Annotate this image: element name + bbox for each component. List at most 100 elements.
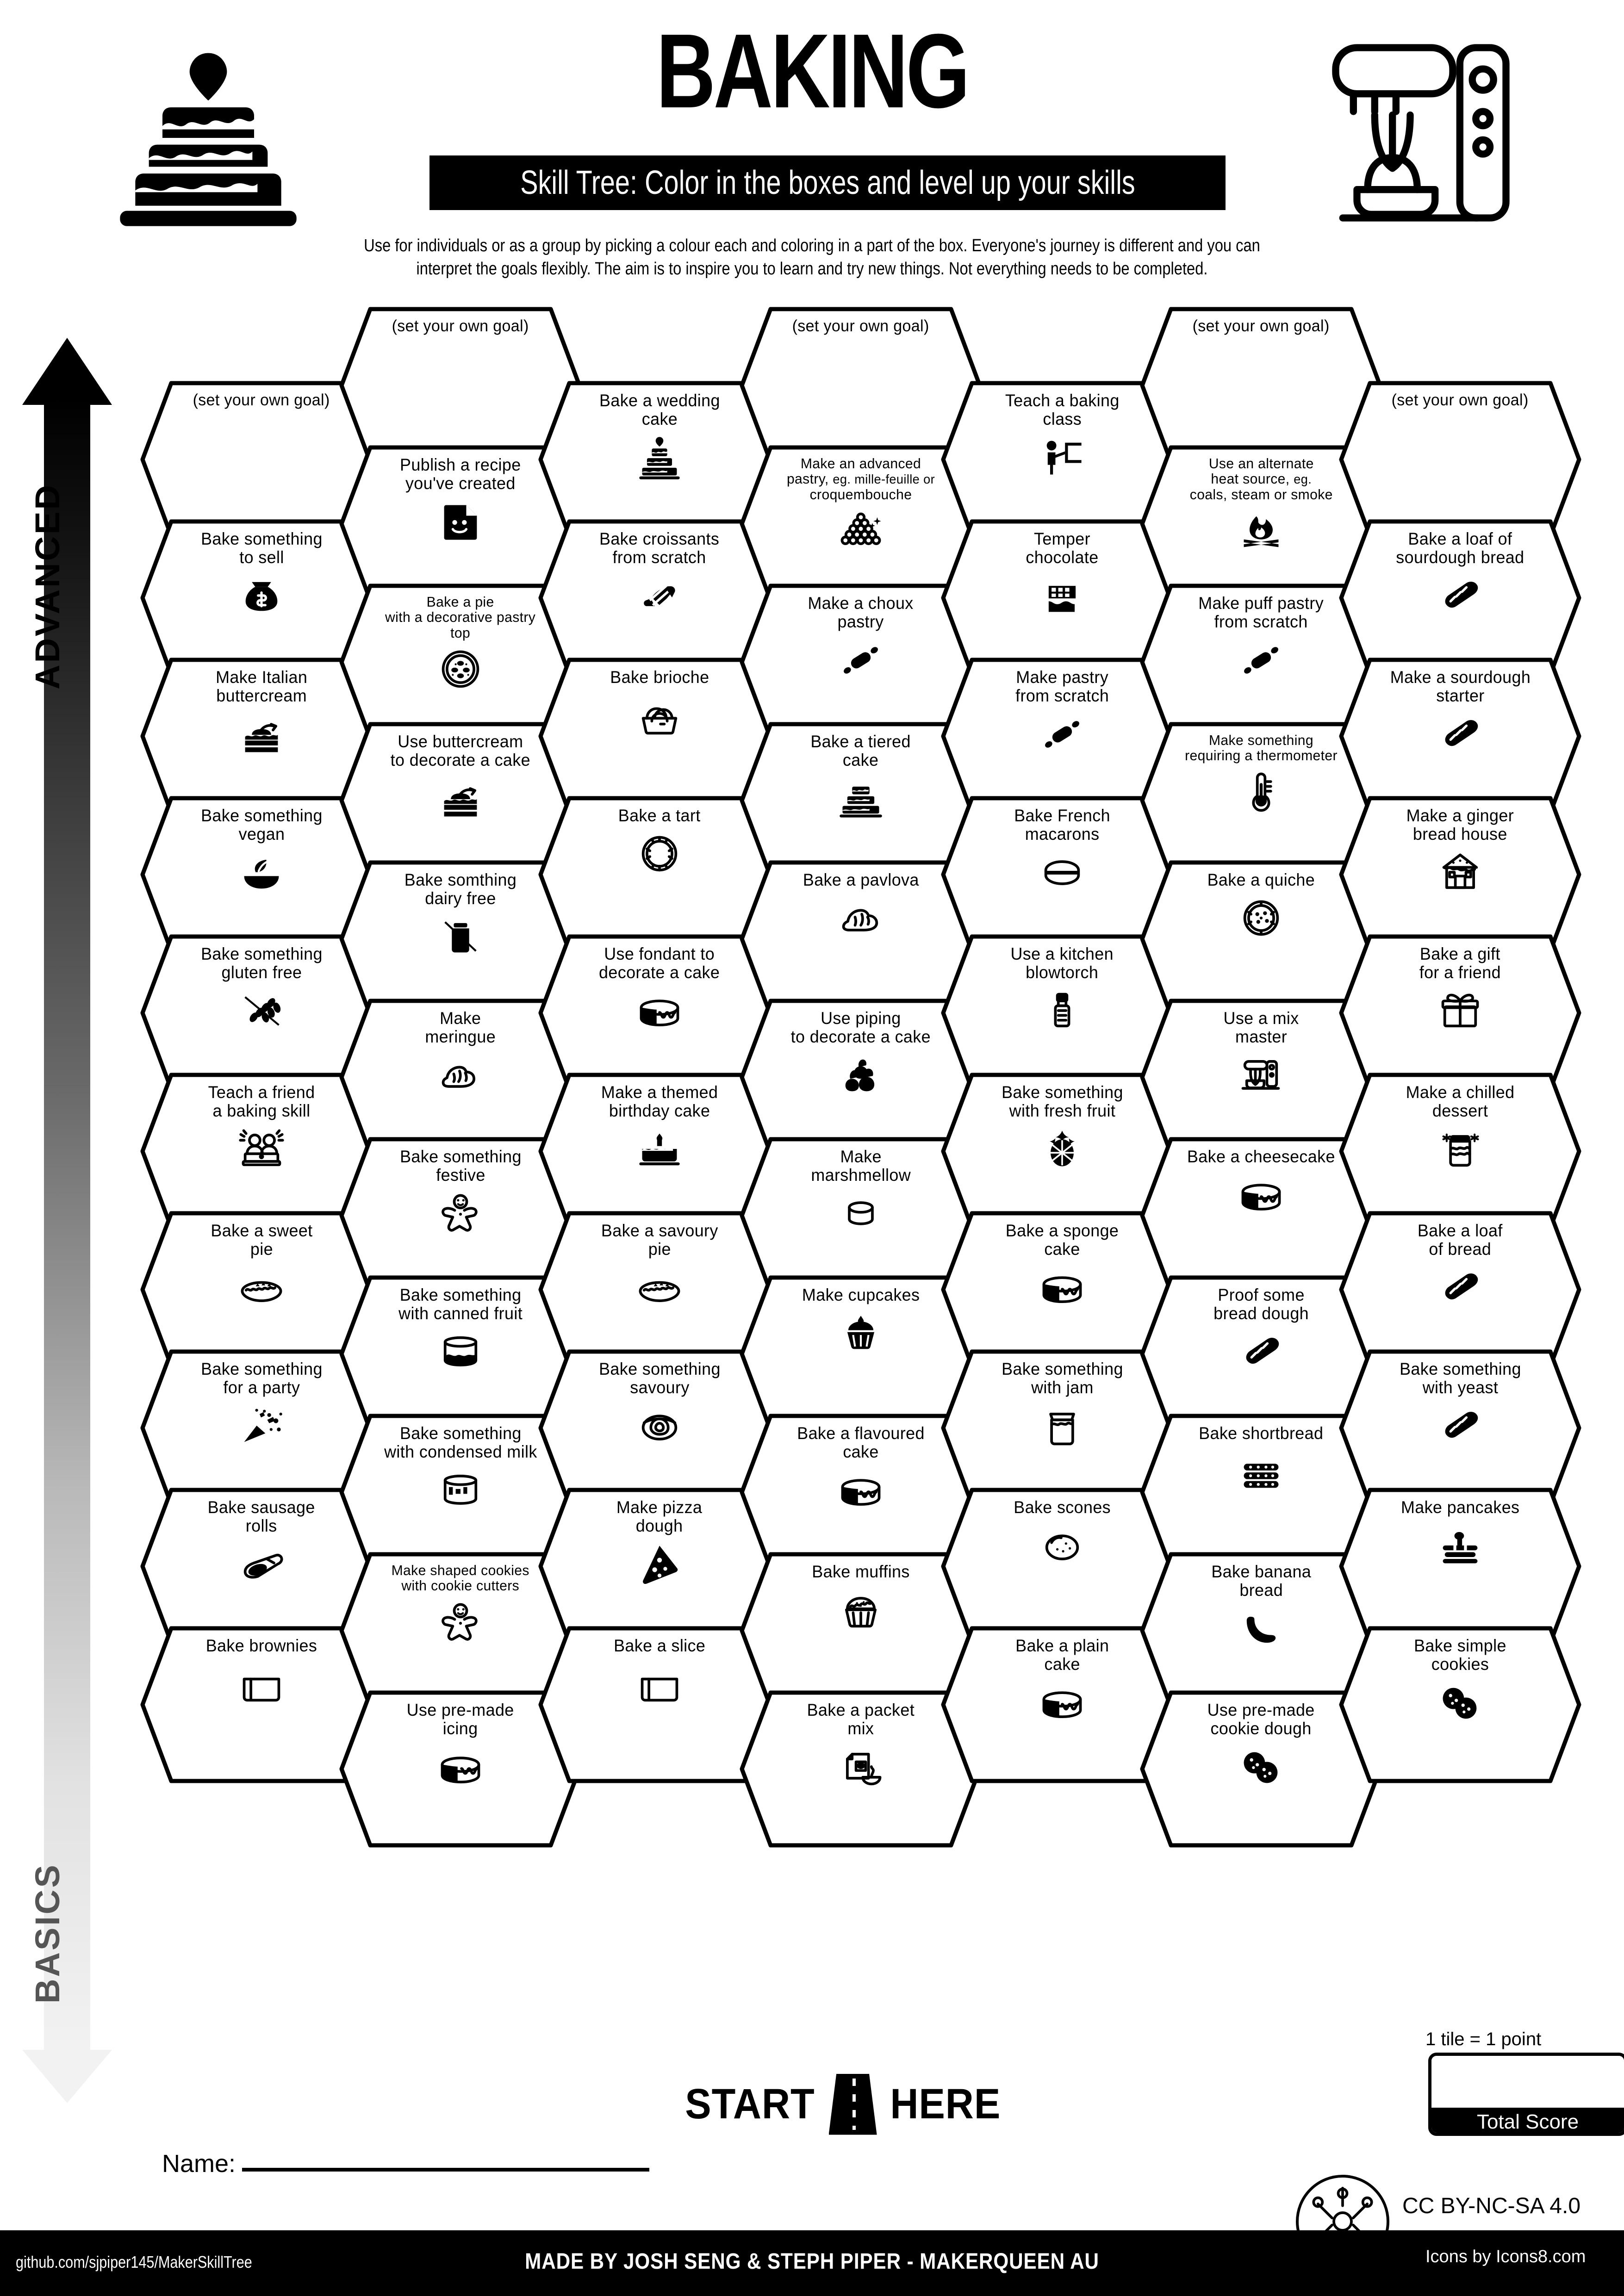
skill-tile-label: Bake a wedding cake <box>599 391 720 428</box>
chocolate-bar-icon <box>1038 571 1086 620</box>
skill-tile-label: Make an advanced pastry, eg. mille-feuill… <box>786 455 935 503</box>
skill-tile[interactable]: Publish a recipe you've created <box>338 444 583 604</box>
skill-tile[interactable]: Make an advanced pastry, eg. mille-feuill… <box>738 444 983 604</box>
skill-tile[interactable]: Bake something festive <box>338 1136 583 1296</box>
skill-tile[interactable]: Bake something with yeast <box>1338 1348 1583 1508</box>
tiered-cake-icon <box>837 774 885 822</box>
skill-tile[interactable]: Bake brownies <box>139 1625 384 1785</box>
skill-tile-label: Bake a tart <box>618 806 701 825</box>
total-score-label: Total Score <box>1431 2108 1624 2133</box>
skill-tile-label: Bake a loaf of bread <box>1418 1221 1503 1259</box>
skill-tile-label: Make pastry from scratch <box>1015 668 1109 705</box>
skill-tile-label: Bake a tiered cake <box>810 732 911 769</box>
canned-fruit-icon <box>436 1328 485 1376</box>
skill-tile-label: Make pancakes <box>1400 1498 1520 1517</box>
skill-tile[interactable]: Make pancakes <box>1338 1486 1583 1646</box>
skill-tile-label: Bake a sponge cake <box>1005 1221 1119 1259</box>
pancakes-icon <box>1436 1521 1484 1570</box>
icons8-credit: Icons by Icons8.com <box>1425 2247 1586 2266</box>
campfire-icon <box>1237 507 1285 555</box>
skill-tile[interactable]: (set your own goal) <box>139 379 384 540</box>
skill-tile[interactable]: Bake something with canned fruit <box>338 1274 583 1434</box>
skill-tile[interactable]: Bake a gift for a friend <box>1338 933 1583 1093</box>
skill-tile[interactable]: Make a sourdough starter <box>1338 656 1583 816</box>
skill-tile[interactable]: Use pre-made icing <box>338 1689 583 1849</box>
skill-tile[interactable]: Bake a packet mix <box>738 1689 983 1849</box>
skill-tile[interactable]: (set your own goal) <box>338 305 583 465</box>
skill-tile[interactable]: Bake simple cookies <box>1338 1625 1583 1785</box>
recipe-document-icon <box>436 497 485 546</box>
skill-tile-label: Bake sausage rolls <box>207 1498 316 1535</box>
skill-tile-label: Use buttercream to decorate a cake <box>390 732 531 769</box>
party-popper-icon <box>237 1402 286 1450</box>
skill-tile-label: Make a ginger bread house <box>1406 806 1514 844</box>
start-here-marker: START HERE <box>666 2073 1018 2135</box>
skill-tile-label: (set your own goal) <box>792 317 930 335</box>
skill-tile-label: Bake a savoury pie <box>601 1221 718 1259</box>
footer-credit: MADE BY JOSH SENG & STEPH PIPER - MAKERQ… <box>525 2249 1099 2274</box>
skill-tile-label: Make shaped cookies with cookie cutters <box>391 1562 530 1594</box>
subtitle-banner: Skill Tree: Color in the boxes and level… <box>429 155 1226 210</box>
page-footer: github.com/sjpiper145/MakerSkillTree MAD… <box>0 2230 1624 2296</box>
brownie-tray-icon <box>237 1660 286 1708</box>
skill-tile-label: Use pre-made icing <box>406 1700 515 1738</box>
cake-slice-icon <box>436 774 485 822</box>
skill-tile-label: Bake something to sell <box>200 529 323 567</box>
skill-tile[interactable]: Bake something with condensed milk <box>338 1412 583 1572</box>
skill-tile[interactable]: Make a ginger bread house <box>1338 794 1583 955</box>
skill-tile-label: Use an alternate heat source, eg. coals, s… <box>1189 455 1333 503</box>
skill-tile[interactable]: Use fondant to decorate a cake <box>537 933 782 1093</box>
skill-tile[interactable]: Use pre-made cookie dough <box>1139 1689 1384 1849</box>
skill-tile-label: Bake something festive <box>399 1147 522 1185</box>
skill-tile-label: Bake something for a party <box>200 1359 323 1397</box>
skill-tile-label: Bake a cheesecake <box>1187 1147 1335 1166</box>
start-word-right: HERE <box>890 2080 1001 2128</box>
birthday-cake-icon <box>635 1125 684 1173</box>
pineapple-icon <box>1038 1125 1086 1173</box>
banana-icon <box>1237 1604 1285 1652</box>
skill-tile[interactable]: Bake a loaf of sourdough bread <box>1338 518 1583 678</box>
skill-tile-label: Make a chilled dessert <box>1406 1083 1515 1120</box>
subtitle-text: Skill Tree: Color in the boxes and level… <box>520 164 1135 201</box>
packet-mix-icon <box>837 1743 885 1791</box>
name-input-line[interactable] <box>242 2168 650 2172</box>
skill-tile-label: Bake banana bread <box>1211 1562 1311 1600</box>
skill-tile-label: Make a choux pastry <box>808 594 914 631</box>
total-score-box[interactable]: Total Score <box>1428 2053 1624 2136</box>
page-title: BAKING <box>656 12 970 130</box>
skill-tile[interactable]: Bake croissants from scratch <box>537 518 782 678</box>
skill-tile[interactable]: Use buttercream to decorate a cake <box>338 720 583 881</box>
condensed-milk-icon <box>436 1466 485 1514</box>
skill-tile-label: Make marshmellow <box>811 1147 911 1185</box>
skill-tile-label: Make meringue <box>425 1009 496 1046</box>
marshmallow-icon <box>837 1189 885 1237</box>
skill-tile-label: Bake a quiche <box>1207 870 1315 889</box>
pavlova-icon <box>837 894 885 942</box>
stand-mixer-logo-icon <box>1314 37 1527 250</box>
skill-tile[interactable]: Bake something vegan <box>139 794 384 955</box>
name-field-row[interactable]: Name: <box>162 2149 650 2178</box>
skill-tile[interactable]: Teach a friend a baking skill <box>139 1071 384 1231</box>
gingerbread-man-icon <box>436 1189 485 1237</box>
skill-tile[interactable]: Make pizza dough <box>537 1486 782 1646</box>
teacher-icon <box>1038 433 1086 481</box>
skill-tile-label: Make a sourdough starter <box>1390 668 1531 705</box>
skill-tile-label: Bake French macarons <box>1014 806 1110 844</box>
wedding-cake-icon <box>635 433 684 481</box>
sausage-roll-icon <box>237 1540 286 1588</box>
skill-tile-label: Bake a loaf of sourdough bread <box>1396 529 1524 567</box>
description-line-1: Use for individuals or as a group by pic… <box>364 236 1260 255</box>
skill-tile-label: Make cupcakes <box>802 1285 920 1304</box>
skill-tile[interactable]: Make a chilled dessert <box>1338 1071 1583 1231</box>
fondant-cake-icon <box>1038 1678 1086 1726</box>
score-value-field[interactable] <box>1431 2056 1624 2108</box>
skill-tile-label: Use pre-made cookie dough <box>1207 1700 1315 1738</box>
shortbread-icon <box>1237 1447 1285 1496</box>
cake-slice-icon <box>237 710 286 758</box>
savoury-swirl-icon <box>635 1402 684 1450</box>
page-header: BAKING Skill Tree: Color in the boxes an… <box>0 0 1624 315</box>
footer-repo-link[interactable]: github.com/sjpiper145/MakerSkillTree <box>16 2253 252 2271</box>
skill-tile[interactable]: Bake a loaf of bread <box>1338 1210 1583 1370</box>
skill-tile[interactable]: (set your own goal) <box>1338 379 1583 540</box>
